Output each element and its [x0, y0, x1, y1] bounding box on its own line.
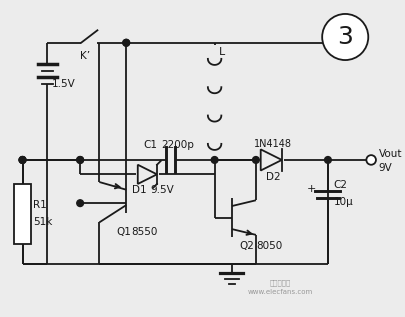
Text: 1N4148: 1N4148: [254, 139, 292, 149]
Text: R1: R1: [33, 200, 47, 210]
Text: 3: 3: [337, 25, 353, 49]
Text: 9V: 9V: [379, 163, 392, 173]
Circle shape: [211, 157, 218, 163]
Text: 2200p: 2200p: [161, 139, 194, 150]
Text: K’: K’: [80, 51, 90, 61]
Text: L: L: [218, 47, 225, 57]
Text: 10μ: 10μ: [334, 197, 354, 207]
Circle shape: [367, 155, 376, 165]
Circle shape: [19, 157, 26, 163]
Text: 1.5V: 1.5V: [52, 79, 76, 89]
Circle shape: [19, 157, 26, 163]
Text: Vout: Vout: [379, 149, 402, 159]
Circle shape: [253, 157, 259, 163]
Circle shape: [123, 39, 130, 46]
Circle shape: [324, 157, 331, 163]
Text: +: +: [307, 184, 316, 194]
Text: Q1: Q1: [117, 227, 132, 237]
Circle shape: [77, 200, 83, 206]
Text: C2: C2: [334, 180, 348, 190]
Bar: [14, 184, 31, 244]
Text: D2: D2: [266, 172, 281, 182]
Text: 8050: 8050: [256, 241, 282, 251]
Text: 51k: 51k: [33, 217, 53, 227]
Text: Q2: Q2: [240, 241, 254, 251]
Circle shape: [322, 14, 368, 60]
Text: D1: D1: [132, 185, 147, 195]
Circle shape: [19, 157, 26, 163]
Circle shape: [77, 157, 83, 163]
Text: C1: C1: [143, 139, 158, 150]
Text: 电子发烧友: 电子发烧友: [269, 280, 290, 286]
Circle shape: [77, 157, 83, 163]
Text: www.elecfans.com: www.elecfans.com: [247, 289, 313, 295]
Circle shape: [123, 39, 130, 46]
Text: 9.5V: 9.5V: [150, 185, 174, 195]
Text: 8550: 8550: [131, 227, 158, 237]
